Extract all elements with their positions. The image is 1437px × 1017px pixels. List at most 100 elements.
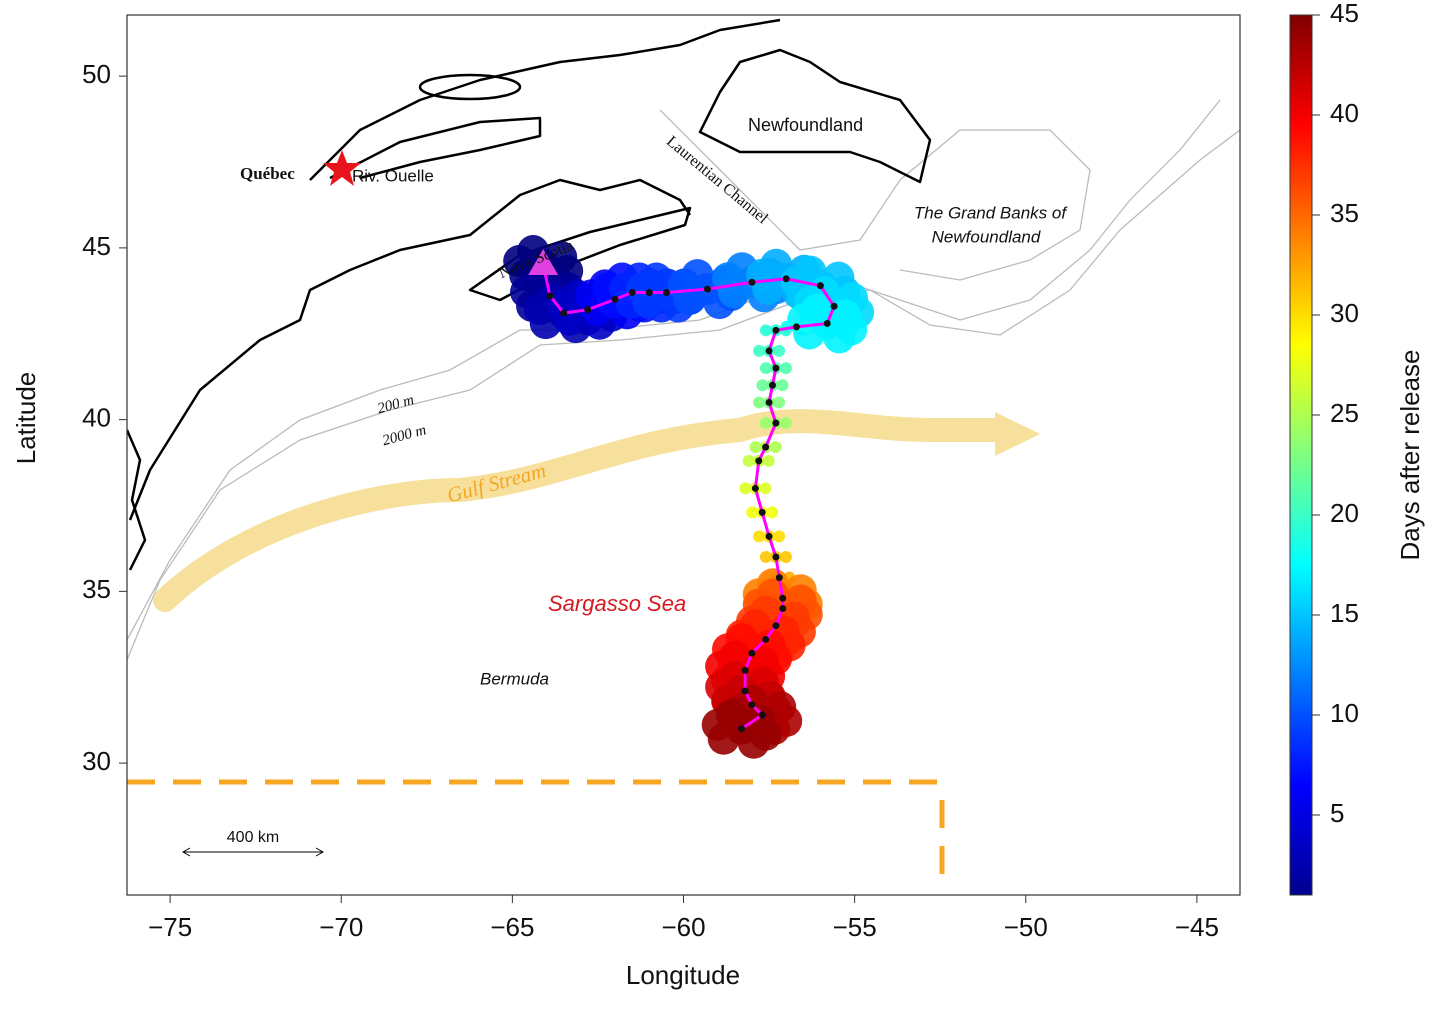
position-cloud [773, 344, 786, 357]
place-label: The Grand Banks of [914, 203, 1068, 222]
track-point [823, 319, 831, 327]
position-cloud [667, 269, 700, 302]
release-triangle [528, 249, 559, 276]
track-point [741, 666, 749, 674]
track-point [830, 302, 838, 310]
position-cloud [711, 262, 744, 295]
isobath-label: 200 m [376, 392, 416, 417]
track-point [738, 725, 746, 733]
colorbar-label: Days after release [1395, 350, 1425, 561]
position-cloud [753, 396, 766, 409]
position-cloud [759, 482, 772, 495]
position-cloud [753, 344, 766, 357]
colorbar-tick-label: 10 [1330, 698, 1359, 728]
position-cloud [759, 551, 772, 564]
coastline [127, 429, 147, 571]
track-point [748, 278, 756, 286]
position-cloud [742, 454, 755, 467]
position-cloud [746, 506, 759, 519]
track-point [751, 484, 759, 492]
coastline [128, 178, 692, 521]
position-cloud [773, 396, 786, 409]
coastline [698, 48, 932, 184]
scale-label: 400 km [227, 829, 279, 846]
x-tick-label: −75 [148, 912, 192, 942]
track-point [816, 282, 824, 290]
basemap [127, 18, 1240, 880]
track-point [779, 605, 787, 613]
track-point [772, 553, 780, 561]
y-axis-label: Latitude [11, 372, 41, 465]
track-point [546, 292, 554, 300]
track-point [765, 532, 773, 540]
track-point [741, 687, 749, 695]
colorbar-tick-label: 35 [1330, 198, 1359, 228]
track-layer [503, 235, 875, 759]
track-point [775, 574, 783, 582]
place-label: Bermuda [480, 669, 549, 688]
track-point [703, 285, 711, 293]
track-point [611, 295, 619, 303]
position-cloud [701, 708, 734, 741]
position-cloud [753, 530, 766, 543]
y-tick-label: 50 [82, 59, 111, 89]
position-cloud [769, 441, 782, 454]
gulf-stream [153, 409, 1012, 612]
colorbar-tick-label: 25 [1330, 398, 1359, 428]
x-tick-label: −70 [319, 912, 363, 942]
current-label: Gulf Stream [444, 458, 548, 507]
position-cloud [759, 324, 772, 337]
track-point [772, 622, 780, 630]
track-point [772, 326, 780, 334]
coastline [309, 18, 781, 181]
colorbar-tick-label: 30 [1330, 298, 1359, 328]
track-point [645, 289, 653, 297]
position-cloud [749, 441, 762, 454]
x-axis-label: Longitude [626, 960, 740, 990]
scale-bar-arrows [181, 847, 325, 857]
track-point [768, 381, 776, 389]
track-point [765, 398, 773, 406]
track-point [772, 419, 780, 427]
x-tick-label: −65 [490, 912, 534, 942]
track-point [758, 711, 766, 719]
island [418, 73, 522, 101]
track-point [584, 306, 592, 314]
track-point [628, 289, 636, 297]
isobath-label: 2000 m [381, 422, 428, 449]
colorbar-tick-label: 45 [1330, 0, 1359, 28]
position-cloud [779, 417, 792, 430]
position-cloud [776, 379, 789, 392]
track-point [765, 347, 773, 355]
place-label: Newfoundland [748, 115, 863, 135]
place-label: Québec [240, 164, 295, 183]
track-point [748, 701, 756, 709]
release-star [323, 150, 361, 186]
track-point [560, 309, 568, 317]
track-point [782, 275, 790, 283]
position-cloud [779, 362, 792, 375]
sea-label: Sargasso Sea [548, 591, 686, 616]
boundary-line [127, 779, 945, 880]
position-cloud [756, 379, 769, 392]
position-cloud [759, 417, 772, 430]
x-tick-label: −60 [661, 912, 705, 942]
y-tick-label: 30 [82, 746, 111, 776]
colorbar-tick-label: 40 [1330, 98, 1359, 128]
position-cloud [739, 482, 752, 495]
track-point [748, 649, 756, 657]
coastline [329, 116, 542, 180]
position-cloud [779, 551, 792, 564]
track-point [779, 594, 787, 602]
position-cloud [762, 454, 775, 467]
gulf-stream-arrow [995, 412, 1040, 456]
isobath [659, 109, 1091, 281]
x-tick-label: −55 [833, 912, 877, 942]
place-label: Laurentian Channel [663, 133, 771, 228]
y-tick-label: 45 [82, 231, 111, 261]
isobath [127, 129, 1240, 661]
place-label: Riv. Ouelle [352, 166, 434, 185]
position-cloud [773, 530, 786, 543]
